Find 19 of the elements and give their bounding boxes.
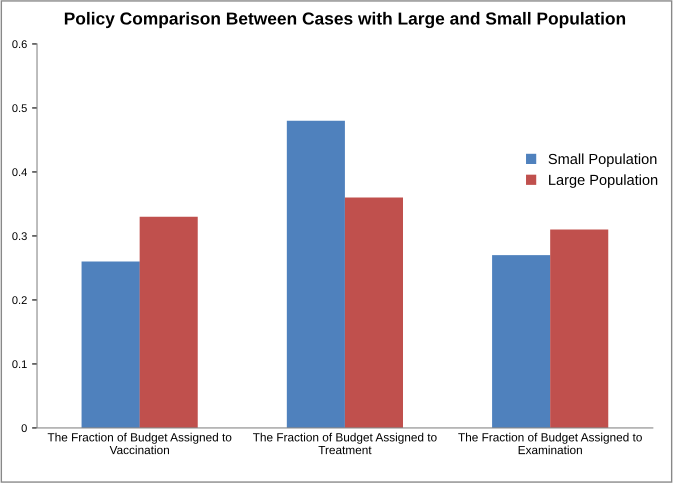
bar <box>550 230 608 428</box>
chart-title: Policy Comparison Between Cases with Large and Small Population <box>64 12 626 28</box>
y-tick-label: 0.1 <box>12 360 27 368</box>
bar <box>286 120 345 428</box>
x-tick-label: The Fraction of Budget Assigned to Examination <box>458 432 642 454</box>
y-tick-label: 0.6 <box>12 40 27 48</box>
bar <box>492 255 550 428</box>
x-tick-label: The Fraction of Budget Assigned to Treatment <box>252 432 437 454</box>
bar <box>140 216 198 428</box>
y-tick-label: 0.4 <box>12 168 27 176</box>
y-tick-label: 0.2 <box>12 296 27 304</box>
legend-label: Small Population <box>548 153 656 168</box>
legend-label: Large Population <box>549 174 658 188</box>
bar <box>344 198 403 428</box>
x-tick-label: The Fraction of Budget Assigned to Vaccination <box>48 432 232 454</box>
bar <box>82 262 140 428</box>
y-tick-label: 0.3 <box>12 232 27 240</box>
y-tick-label: 0 <box>22 424 27 432</box>
y-tick-label: 0.5 <box>12 104 27 112</box>
